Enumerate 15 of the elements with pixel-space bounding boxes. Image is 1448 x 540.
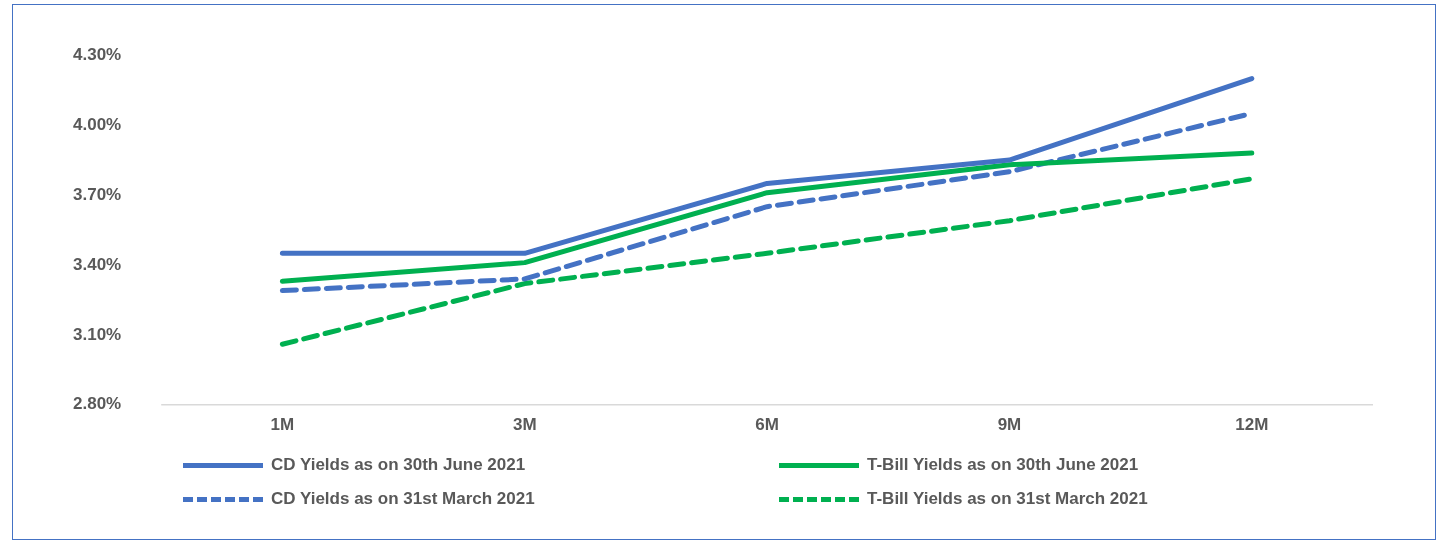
y-tick-label: 3.10% [73,324,122,344]
x-tick-label: 6M [755,414,779,434]
x-tick-label: 3M [512,414,537,434]
legend-label: CD Yields as on 30th June 2021 [271,455,526,475]
y-tick-label: 4.00% [73,114,122,134]
legend-label: T-Bill Yields as on 31st March 2021 [867,489,1148,509]
y-tick-label: 3.70% [73,184,122,204]
y-tick-label: 3.40% [73,254,122,274]
y-tick-label: 4.30% [73,44,122,64]
legend-label: T-Bill Yields as on 30th June 2021 [867,455,1139,475]
x-tick-label: 1M [270,414,295,434]
x-tick-label: 12M [1235,414,1269,434]
y-tick-label: 2.80% [73,394,122,414]
x-tick-label: 9M [997,414,1022,434]
legend-label: CD Yields as on 31st March 2021 [271,489,535,509]
